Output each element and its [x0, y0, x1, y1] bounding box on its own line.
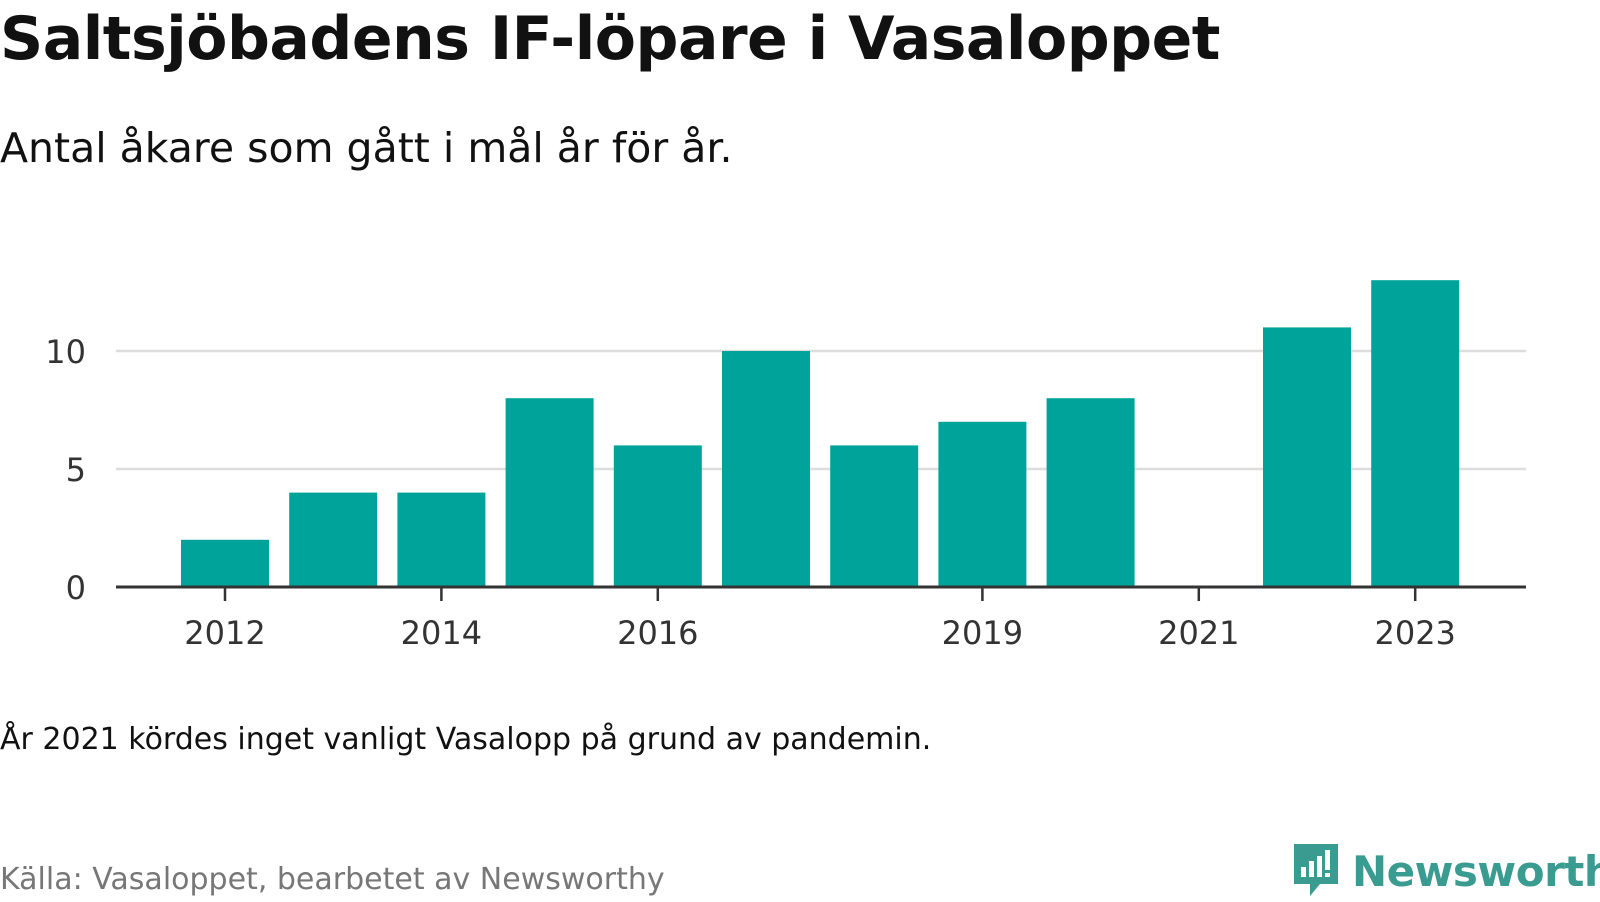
- chart-title: Saltsjöbadens IF-löpare i Vasaloppet: [0, 4, 1220, 74]
- bar-2022: [1263, 327, 1351, 587]
- bar-2012: [181, 539, 269, 587]
- bar-2013: [289, 492, 378, 587]
- bar-2015: [505, 398, 594, 587]
- bar-2017: [722, 351, 810, 587]
- newsworthy-logo-icon: [1290, 840, 1342, 902]
- x-tick-label: 2016: [617, 614, 698, 652]
- source-text: Källa: Vasaloppet, bearbetet av Newswort…: [0, 862, 665, 897]
- brand-name: Newsworthy: [1352, 846, 1600, 896]
- x-tick-label: 2021: [1158, 614, 1239, 652]
- y-tick-label: 0: [66, 569, 86, 607]
- bar-2020: [1046, 398, 1135, 587]
- x-axis: 2012 2014 2016 2019 2021 2023: [116, 585, 1526, 652]
- x-tick-label: 2023: [1374, 614, 1455, 652]
- x-tick-label: 2014: [401, 614, 482, 652]
- bar-2014: [397, 492, 486, 587]
- y-tick-label: 10: [45, 333, 86, 371]
- y-axis-labels: 0 5 10: [45, 333, 86, 607]
- newsworthy-brand: Newsworthy: [1290, 840, 1600, 902]
- bar-2023: [1371, 280, 1460, 587]
- bar-2016: [613, 445, 702, 587]
- x-tick-label: 2012: [184, 614, 265, 652]
- y-tick-label: 5: [66, 451, 86, 489]
- bar-2019: [938, 421, 1027, 587]
- x-tick-label: 2019: [942, 614, 1023, 652]
- bars: [181, 280, 1460, 587]
- chart-subtitle: Antal åkare som gått i mål år för år.: [0, 124, 733, 172]
- bar-2018: [830, 445, 919, 587]
- footnote: År 2021 kördes inget vanligt Vasalopp på…: [0, 722, 932, 757]
